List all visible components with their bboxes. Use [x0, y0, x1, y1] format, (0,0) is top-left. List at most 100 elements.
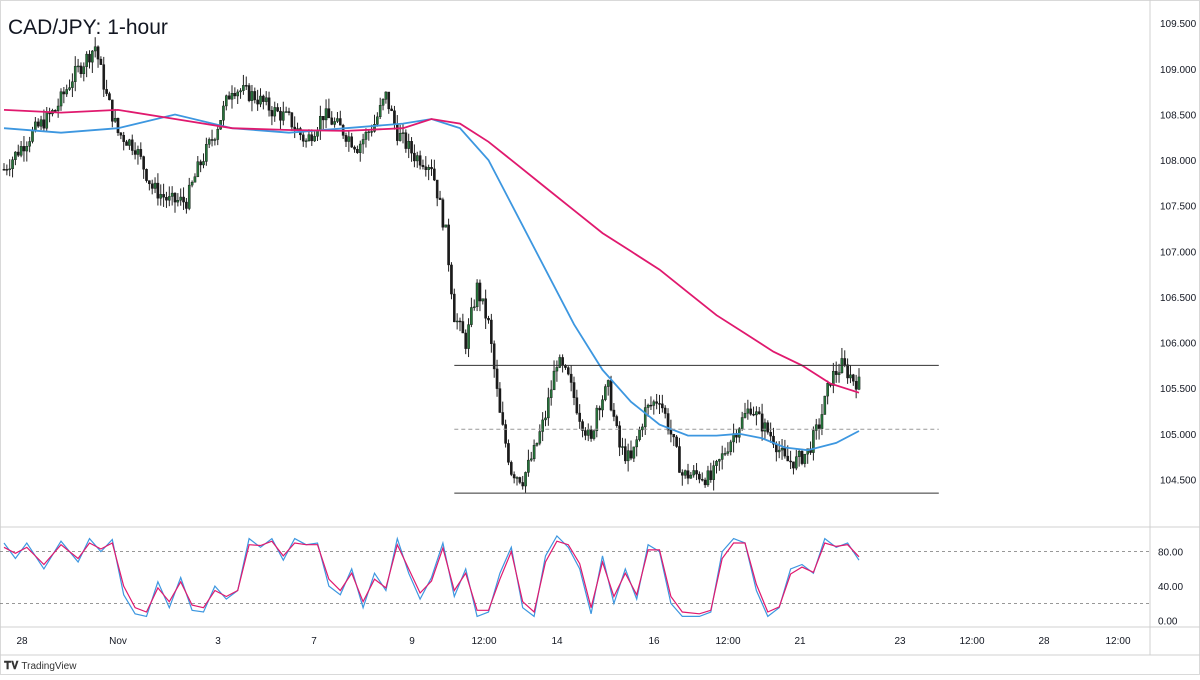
ma-slow-line	[3, 108, 860, 394]
candle-body	[757, 411, 761, 415]
candle-body	[76, 65, 80, 68]
candle-body	[210, 139, 214, 141]
candle-body	[846, 364, 849, 379]
candle-body	[25, 146, 29, 152]
candle-body	[108, 93, 111, 101]
candle-body	[387, 91, 391, 110]
candle-body	[11, 159, 14, 170]
candle-body	[555, 367, 559, 372]
candle-body	[438, 197, 442, 200]
candle-body	[529, 458, 533, 461]
candle-body	[113, 117, 117, 122]
candle-body	[336, 118, 339, 122]
candle-body	[282, 111, 285, 121]
candle-body	[743, 412, 747, 418]
candle-body	[293, 126, 297, 130]
x-tick-label: 16	[648, 636, 660, 647]
candle-body	[718, 459, 721, 462]
candle-body	[205, 144, 208, 162]
candle-body	[39, 119, 43, 127]
candle-body	[433, 168, 436, 181]
candle-body	[142, 156, 145, 170]
candle-body	[267, 97, 271, 111]
candle-body	[199, 161, 202, 166]
y-tick-label: 107.500	[1160, 202, 1197, 213]
candle-body	[102, 64, 106, 90]
candle-body	[242, 85, 245, 91]
candle-body	[854, 381, 858, 390]
candle-body	[450, 264, 453, 295]
candle-body	[8, 168, 12, 171]
candle-body	[700, 478, 704, 481]
candle-body	[521, 482, 524, 487]
candle-body	[478, 282, 482, 302]
candle-body	[812, 430, 815, 453]
candle-body	[413, 152, 416, 162]
candle-body	[507, 443, 510, 463]
x-tick-label: 12:00	[959, 636, 984, 647]
candle-body	[490, 319, 493, 344]
candle-body	[176, 200, 180, 203]
candle-body	[119, 132, 123, 136]
candle-body	[586, 429, 590, 436]
candle-body	[264, 97, 268, 102]
candle-body	[678, 446, 681, 473]
candle-body	[62, 91, 66, 95]
candle-body	[68, 87, 71, 90]
candle-body	[250, 91, 254, 101]
candle-body	[481, 298, 485, 302]
candle-body	[632, 446, 636, 459]
x-tick-label: 9	[409, 636, 415, 647]
candle-body	[672, 434, 676, 438]
candle-body	[421, 165, 425, 168]
tradingview-brand[interactable]: 𝐓𝐕 TradingView	[4, 660, 76, 673]
candle-body	[153, 182, 157, 189]
candle-body	[592, 430, 596, 439]
candle-body	[729, 441, 733, 452]
candle-body	[686, 470, 690, 479]
candle-body	[59, 91, 63, 107]
candle-body	[148, 180, 151, 185]
candle-body	[775, 444, 778, 453]
candle-body	[552, 370, 556, 391]
candle-body	[458, 320, 462, 323]
candle-body	[706, 470, 710, 486]
candle-body	[709, 470, 713, 480]
candle-body	[54, 110, 57, 112]
candle-body	[16, 151, 20, 156]
candle-body	[36, 121, 40, 127]
candle-body	[595, 407, 599, 432]
candle-body	[128, 139, 131, 146]
candle-body	[139, 149, 143, 157]
brand-label: TradingView	[21, 661, 77, 672]
candle-body	[88, 53, 91, 63]
candle-body	[538, 431, 542, 444]
candle-body	[444, 224, 448, 228]
candle-body	[415, 155, 419, 162]
candle-body	[689, 474, 693, 479]
candle-body	[512, 474, 516, 479]
candle-body	[2, 169, 6, 171]
candle-body	[461, 321, 465, 334]
candle-body	[749, 408, 752, 415]
candle-body	[324, 108, 328, 121]
candle-body	[273, 107, 277, 117]
candle-body	[823, 395, 827, 415]
candle-body	[82, 66, 86, 75]
candle-body	[202, 161, 205, 166]
candle-body	[5, 169, 9, 171]
candle-body	[259, 95, 262, 105]
candle-body	[575, 397, 579, 414]
candle-body	[641, 426, 644, 431]
candle-body	[472, 306, 476, 309]
candle-body	[795, 456, 798, 469]
candle-body	[646, 404, 650, 408]
candle-body	[270, 110, 274, 117]
candle-body	[150, 183, 154, 189]
candle-body	[544, 417, 547, 421]
candle-body	[837, 372, 841, 375]
candle-body	[629, 450, 633, 459]
candle-body	[79, 65, 83, 75]
candle-body	[239, 90, 242, 93]
